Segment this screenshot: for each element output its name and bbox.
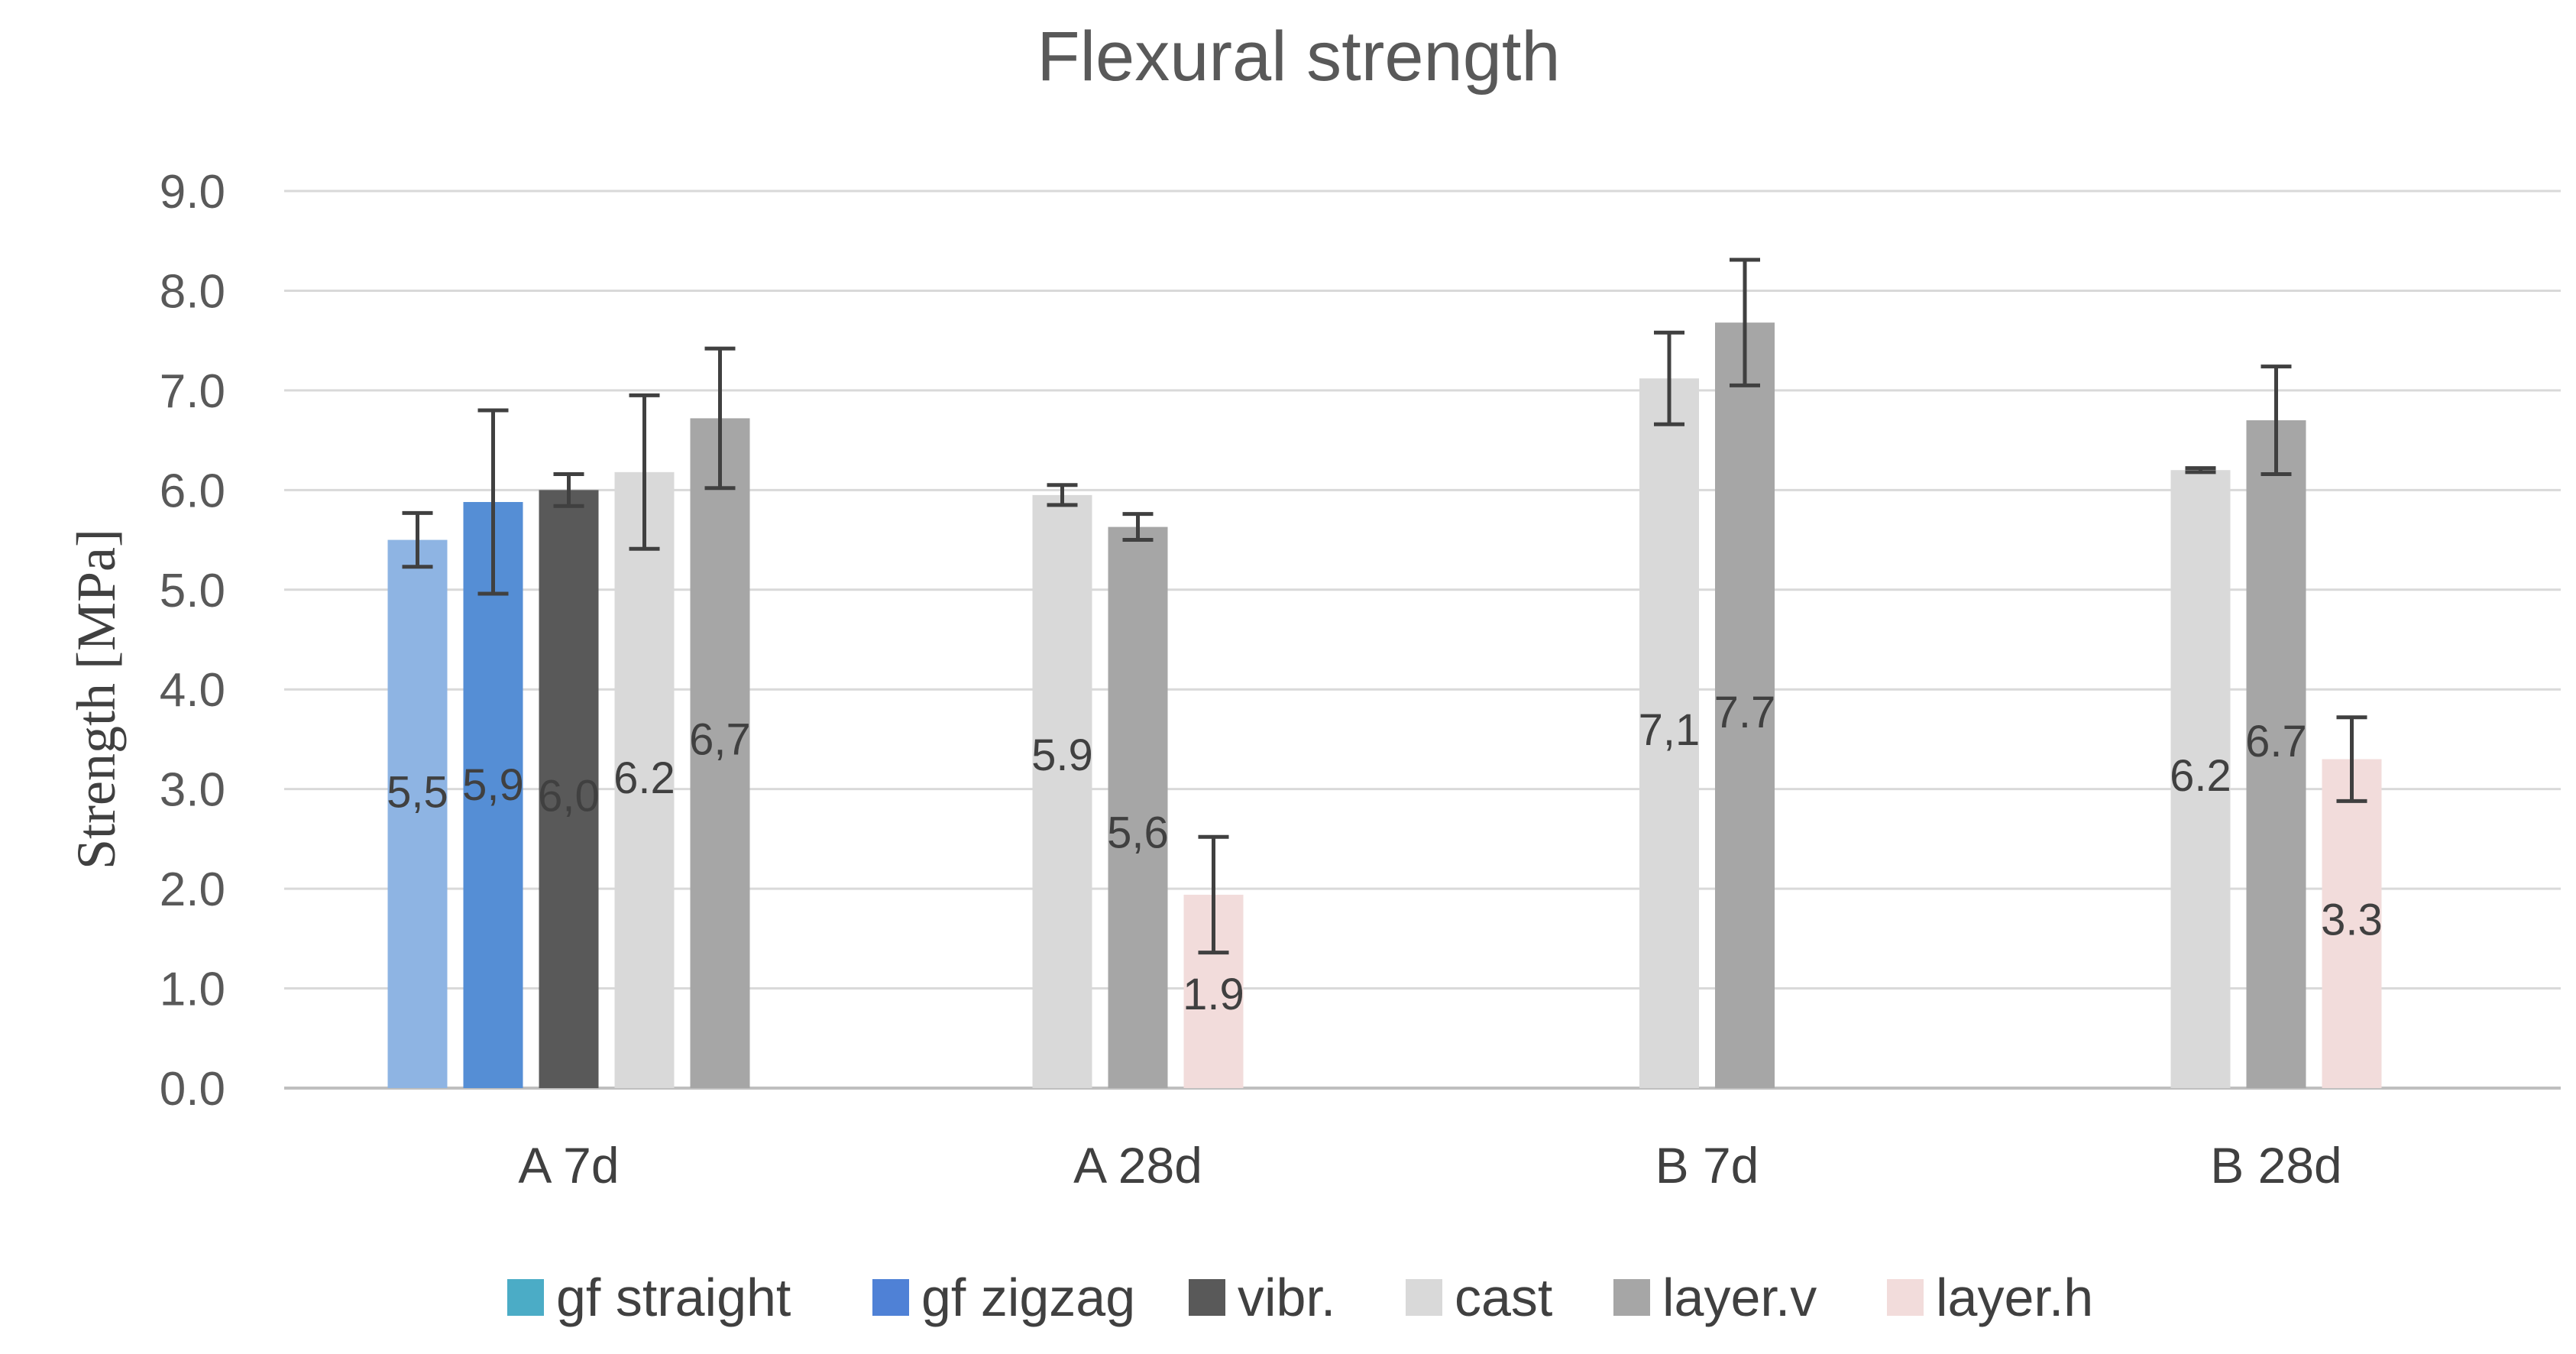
bar-layer-v-b-28d bbox=[2246, 420, 2306, 1088]
y-tick-label: 4.0 bbox=[160, 664, 225, 717]
legend-label: vibr. bbox=[1238, 1268, 1335, 1327]
y-tick-label: 2.0 bbox=[160, 863, 225, 916]
data-label: 5.9 bbox=[1031, 730, 1093, 780]
chart-title: Flexural strength bbox=[1037, 18, 1560, 96]
y-tick-label: 1.0 bbox=[160, 964, 225, 1016]
legend-label: layer.h bbox=[1936, 1268, 2093, 1327]
data-label: 6,7 bbox=[689, 714, 751, 764]
bar-cast-b-28d bbox=[2170, 470, 2231, 1088]
bars bbox=[387, 322, 2382, 1089]
bar-vibr--a-7d bbox=[539, 490, 599, 1088]
category-label: A 28d bbox=[1073, 1137, 1202, 1194]
data-labels: 5,5 5,9 6,0 6.2 6,7 5.9 5,6 1.9 7,1 7.7 6.2 6.7 3.3 bbox=[387, 688, 2383, 1019]
y-tick-label: 8.0 bbox=[160, 265, 225, 318]
data-label: 3.3 bbox=[2321, 896, 2383, 945]
data-label: 6,0 bbox=[538, 771, 600, 821]
bar-layer-v-b-7d bbox=[1715, 322, 1775, 1089]
legend-swatch bbox=[507, 1279, 544, 1316]
y-tick-label: 3.0 bbox=[160, 764, 225, 817]
category-label: A 7d bbox=[518, 1137, 619, 1194]
data-label: 6.2 bbox=[613, 753, 675, 803]
y-tick-label: 7.0 bbox=[160, 365, 225, 418]
legend-label: cast bbox=[1455, 1268, 1552, 1327]
bar-cast-a-7d bbox=[614, 471, 675, 1088]
legend-swatch bbox=[1406, 1279, 1442, 1316]
legend-label: gf straight bbox=[556, 1268, 791, 1327]
category-label: B 28d bbox=[2210, 1137, 2341, 1194]
legend-label: gf zigzag bbox=[921, 1268, 1135, 1327]
bar-gf-straight-a-7d bbox=[387, 539, 448, 1088]
legend-swatch bbox=[872, 1279, 909, 1316]
y-tick-label: 5.0 bbox=[160, 565, 225, 617]
bar-cast-a-28d bbox=[1032, 494, 1092, 1088]
bar-layer-h-b-28d bbox=[2322, 759, 2382, 1088]
category-label: B 7d bbox=[1655, 1137, 1759, 1194]
legend-swatch bbox=[1189, 1279, 1225, 1316]
y-tick-label: 6.0 bbox=[160, 465, 225, 517]
legend-swatch bbox=[1887, 1279, 1924, 1316]
data-label: 7.7 bbox=[1714, 688, 1776, 737]
error-bars bbox=[402, 258, 2367, 955]
bar-gf-zigzag-a-7d bbox=[463, 501, 523, 1088]
legend-label: layer.v bbox=[1662, 1268, 1817, 1327]
data-label: 5,6 bbox=[1107, 808, 1169, 858]
category-labels: A 7d A 28d B 7d B 28d bbox=[518, 1137, 2341, 1194]
data-label: 7,1 bbox=[1639, 705, 1701, 755]
data-label: 1.9 bbox=[1183, 970, 1244, 1019]
bar-layer-v-a-28d bbox=[1108, 526, 1168, 1088]
legend-swatch bbox=[1613, 1279, 1650, 1316]
legend: gf straight gf zigzag vibr. cast layer.v laye… bbox=[507, 1268, 2093, 1327]
data-label: 6.7 bbox=[2245, 717, 2307, 766]
y-tick-label: 9.0 bbox=[160, 166, 225, 219]
bar-layer-v-a-7d bbox=[690, 418, 750, 1088]
y-axis-label: Strength [MPa] bbox=[66, 529, 127, 870]
data-label: 5,9 bbox=[462, 760, 524, 810]
data-label: 5,5 bbox=[387, 768, 448, 818]
bar-cast-b-7d bbox=[1639, 378, 1699, 1088]
y-tick-label: 0.0 bbox=[160, 1063, 225, 1116]
data-label: 6.2 bbox=[2170, 751, 2231, 801]
y-tick-labels: 0.0 1.0 2.0 3.0 4.0 5.0 6.0 7.0 8.0 9.0 bbox=[160, 166, 225, 1116]
